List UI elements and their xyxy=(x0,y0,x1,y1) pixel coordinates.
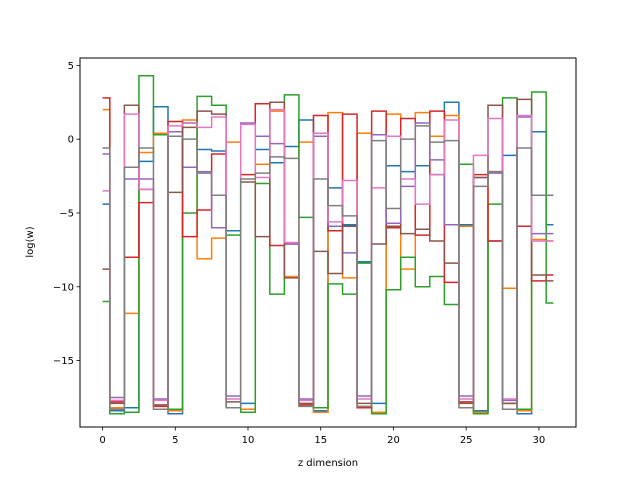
y-tick-label: −15 xyxy=(53,356,74,367)
series-line-6 xyxy=(102,98,554,406)
series-layer xyxy=(102,74,554,415)
y-axis-ticks: 5 0 −5 −10 −15 xyxy=(53,61,80,367)
x-tick-label: 25 xyxy=(460,435,473,446)
y-tick-label: 5 xyxy=(68,61,74,72)
y-tick-label: −5 xyxy=(59,208,74,219)
plot-frame xyxy=(79,57,577,428)
y-tick-label: 0 xyxy=(68,135,74,146)
x-axis-label: z dimension xyxy=(298,458,358,469)
x-tick-label: 30 xyxy=(533,435,546,446)
x-tick-label: 0 xyxy=(99,435,105,446)
y-tick-label: −10 xyxy=(53,282,74,293)
x-tick-label: 15 xyxy=(314,435,327,446)
x-tick-label: 20 xyxy=(387,435,400,446)
y-axis-label: log(w) xyxy=(25,226,36,257)
x-axis-ticks: 0 5 10 15 20 25 30 xyxy=(99,427,545,446)
x-tick-label: 10 xyxy=(242,435,255,446)
series-line-3 xyxy=(102,74,554,415)
series-line-8 xyxy=(102,125,554,411)
x-tick-label: 5 xyxy=(172,435,178,446)
